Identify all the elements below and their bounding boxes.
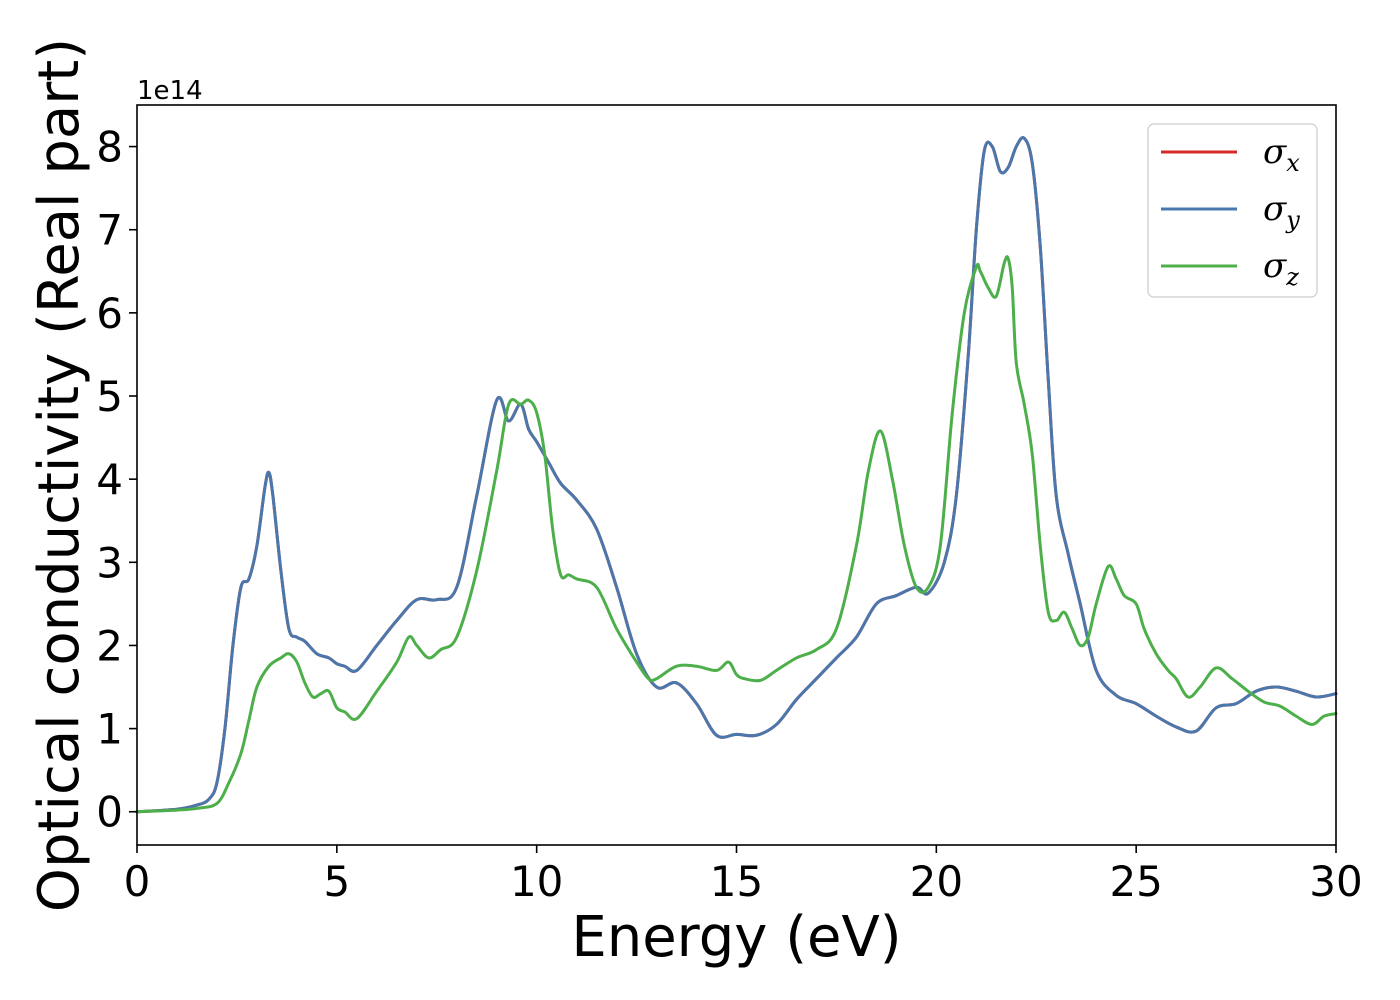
y-tick-label: 2 (96, 621, 123, 670)
y-axis-title: Optical conductivity (Real part) (27, 38, 92, 912)
x-tick-label: 10 (510, 857, 563, 906)
plot-background (137, 105, 1336, 845)
x-axis-ticks: 0 5 10 15 20 25 30 (124, 845, 1363, 906)
y-tick-label: 7 (96, 206, 123, 255)
y-tick-label: 8 (96, 123, 123, 172)
x-tick-label: 0 (124, 857, 151, 906)
y-tick-label: 1 (96, 705, 123, 754)
x-tick-label: 20 (910, 857, 963, 906)
y-tick-label: 6 (96, 289, 123, 338)
legend-label: σy (1263, 189, 1300, 234)
series-layer (135, 136, 1338, 814)
x-axis-title: Energy (eV) (571, 905, 901, 970)
x-tick-label: 30 (1309, 857, 1362, 906)
y-tick-label: 4 (96, 455, 123, 504)
y-axis-ticks: 0 1 2 3 4 5 6 7 8 (96, 123, 137, 837)
x-tick-label: 25 (1109, 857, 1162, 906)
y-tick-label: 0 (96, 788, 123, 837)
y-tick-label: 3 (96, 538, 123, 587)
series-line-sigma-y (135, 136, 1338, 814)
x-tick-label: 15 (710, 857, 763, 906)
series-line-sigma-z (135, 255, 1338, 814)
x-tick-label: 5 (323, 857, 350, 906)
y-tick-label: 5 (96, 372, 123, 421)
y-offset-text: 1e14 (137, 76, 203, 106)
